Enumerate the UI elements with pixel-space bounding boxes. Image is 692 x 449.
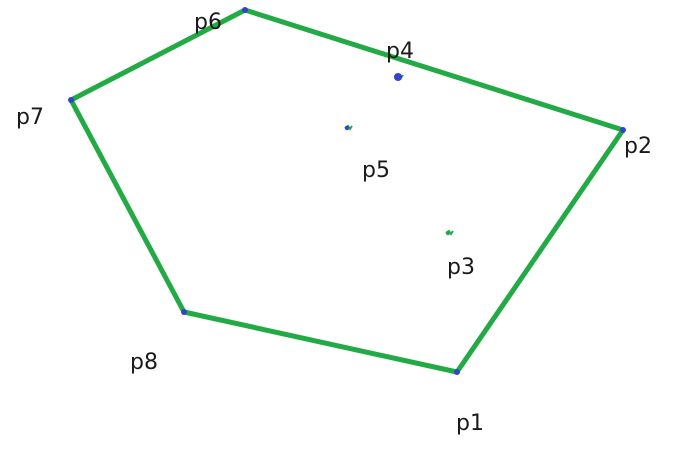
- point-marker-p7: [68, 97, 74, 103]
- point-marker-p3: [445, 229, 454, 236]
- point-label-p2: p2: [624, 134, 652, 159]
- point-markers: [68, 7, 626, 375]
- point-label-p5: p5: [362, 158, 390, 183]
- point-marker-p2: [620, 127, 626, 133]
- point-labels: p1 p2 p3 p4 p5 p6 p7 p8: [16, 10, 652, 436]
- point-label-p1: p1: [456, 411, 484, 436]
- point-marker-p5: [344, 124, 353, 131]
- hull-edge-p2-p6: [242, 7, 626, 133]
- hull-edge-p1-p2: [454, 127, 626, 375]
- point-label-p8: p8: [130, 350, 158, 375]
- hull-edge-p6-p7: [68, 7, 248, 103]
- hull-edge-p7-p8: [68, 97, 187, 315]
- point-label-p4: p4: [386, 39, 414, 64]
- point-marker-p8: [181, 309, 187, 315]
- point-marker-p6: [242, 7, 248, 13]
- point-label-p7: p7: [16, 105, 44, 130]
- point-marker-p1: [454, 369, 460, 375]
- point-marker-p4: [394, 73, 404, 81]
- point-label-p6: p6: [194, 10, 222, 35]
- hull-edges: [68, 7, 626, 375]
- hull-edge-p8-p1: [181, 309, 460, 375]
- point-label-p3: p3: [447, 255, 475, 280]
